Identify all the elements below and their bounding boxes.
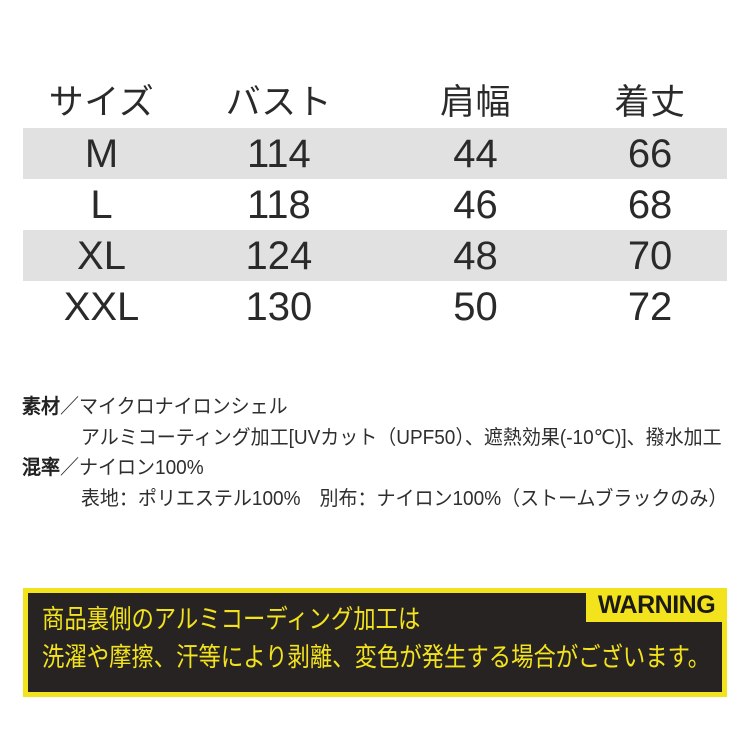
- blend-line-2: 表地：ポリエステル100% 別布：ナイロン100%（ストームブラックのみ）: [22, 484, 727, 515]
- warning-badge: WARNING: [586, 588, 727, 622]
- warning-text-line-2: 洗濯や摩擦、汗等により剥離、変色が発生する場合がございます。: [42, 642, 711, 672]
- table-cell: 72: [627, 284, 673, 329]
- table-cell: 70: [627, 233, 673, 278]
- table-header-row: サイズ バスト 肩幅 着丈: [23, 77, 727, 128]
- column-header-size: サイズ: [48, 83, 155, 122]
- label-separator: ／: [60, 457, 79, 479]
- warning-box: WARNING 商品裏側のアルミコーディング加工は 洗濯や摩擦、汗等により剥離、…: [23, 588, 727, 697]
- table-row-xxl: XXL 130 50 72: [23, 281, 727, 332]
- table-cell: M: [84, 131, 119, 176]
- materials-section: 素材／マイクロナイロンシェル アルミコーティング加工[UVカット（UPF50）、…: [22, 392, 742, 514]
- table-cell: 50: [453, 284, 498, 329]
- material-line: 素材／マイクロナイロンシェル: [22, 392, 706, 423]
- blend-text: ナイロン100%: [79, 457, 204, 479]
- table-cell: 46: [453, 182, 498, 227]
- table-cell: 124: [245, 233, 313, 278]
- material-label: 素材: [22, 396, 60, 418]
- table-cell: 66: [627, 131, 673, 176]
- table-cell: XL: [77, 233, 126, 278]
- blend-label: 混率: [22, 457, 60, 479]
- table-row-m: M 114 44 66: [23, 128, 727, 179]
- size-table: サイズ バスト 肩幅 着丈 M 114 44 66 L 118 46 68 XL…: [23, 77, 727, 332]
- table-cell: 130: [245, 284, 313, 329]
- table-cell: 48: [453, 233, 498, 278]
- material-text: アルミコーティング加工[UVカット（UPF50）、遮熱効果(-10℃)]、撥水加…: [80, 426, 722, 449]
- table-cell: 118: [247, 182, 311, 227]
- blend-text: 表地：ポリエステル100% 別布：ナイロン100%（ストームブラックのみ）: [80, 487, 728, 510]
- column-header-shoulder: 肩幅: [439, 83, 511, 122]
- material-text: マイクロナイロンシェル: [79, 396, 288, 418]
- table-cell: XXL: [63, 284, 140, 329]
- table-cell: 68: [627, 182, 673, 227]
- column-header-length: 着丈: [614, 83, 686, 122]
- warning-text-line-1: 商品裏側のアルミコーディング加工は: [42, 604, 421, 634]
- table-row-xl: XL 124 48 70: [23, 230, 727, 281]
- column-header-bust: バスト: [225, 83, 333, 122]
- label-separator: ／: [60, 396, 79, 418]
- material-line-2: アルミコーティング加工[UVカット（UPF50）、遮熱効果(-10℃)]、撥水加…: [22, 423, 722, 454]
- table-row-l: L 118 46 68: [23, 179, 727, 230]
- blend-line: 混率／ナイロン100%: [22, 453, 706, 484]
- warning-text: 商品裏側のアルミコーディング加工は 洗濯や摩擦、汗等により剥離、変色が発生する場…: [42, 600, 750, 676]
- table-cell: 114: [247, 131, 311, 176]
- table-cell: 44: [453, 131, 498, 176]
- table-cell: L: [90, 182, 113, 227]
